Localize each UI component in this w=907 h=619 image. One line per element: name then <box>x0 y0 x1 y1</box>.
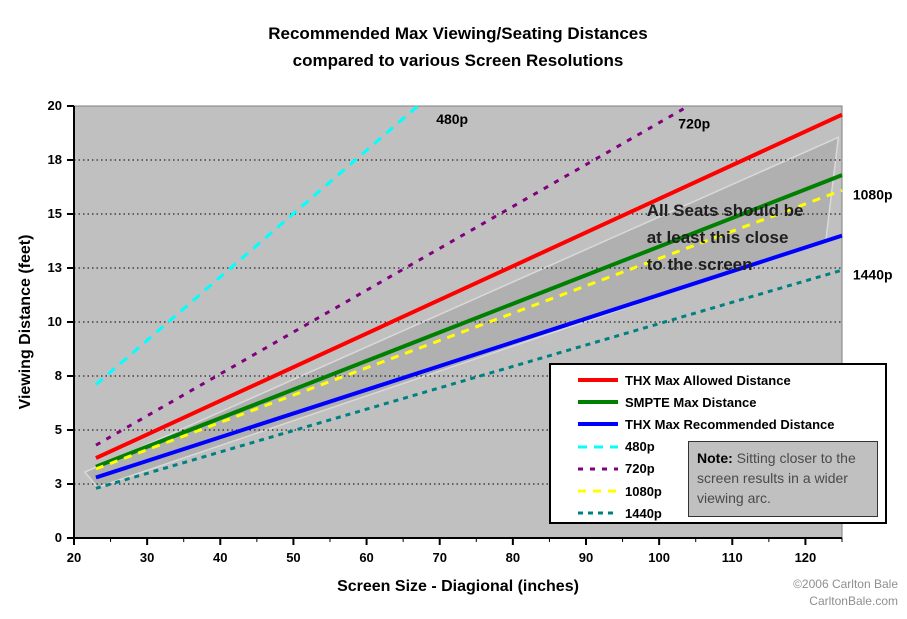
x-axis-tick-label: 90 <box>579 550 593 565</box>
legend-marker-480p <box>578 445 618 449</box>
legend-item-label: SMPTE Max Distance <box>625 394 757 410</box>
legend-marker-thx-max-allowed-distance <box>578 378 618 383</box>
annotation-line-2: at least this close <box>647 228 789 247</box>
x-axis-title: Screen Size - Diagional (inches) <box>337 578 579 595</box>
legend-marker-1440p <box>578 511 618 515</box>
legend-item-label: THX Max Allowed Distance <box>625 372 791 388</box>
y-axis-tick-label: 8 <box>55 368 62 383</box>
x-axis-tick-label: 40 <box>213 550 227 565</box>
inline-label-1440p: 1440p <box>853 266 893 282</box>
copyright-line1: ©2006 Carlton Bale <box>793 577 898 591</box>
legend-item-1080p: 1080p <box>551 480 885 502</box>
legend-item-smpte-max-distance: SMPTE Max Distance <box>551 391 885 413</box>
legend-item-1440p: 1440p <box>551 502 885 524</box>
y-axis-tick-label: 10 <box>48 314 62 329</box>
legend-marker-720p <box>578 467 618 471</box>
series-line-1080p <box>95 188 843 471</box>
x-axis-tick-label: 70 <box>432 550 446 565</box>
x-axis-tick-label: 60 <box>359 550 373 565</box>
legend-item-label: 480p <box>625 439 655 455</box>
x-axis-tick-label: 20 <box>67 550 81 565</box>
legend-marker-thx-max-recommended-distance <box>578 422 618 427</box>
copyright: ©2006 Carlton Bale CarltonBale.com <box>793 576 898 610</box>
note-text: Sitting closer to the screen results in … <box>697 450 856 506</box>
series-line-thx-max-recommended-distance <box>95 233 843 480</box>
y-axis-tick-label: 20 <box>48 98 62 113</box>
series-line-480p <box>94 104 419 386</box>
legend-item-label: THX Max Recommended Distance <box>625 416 835 432</box>
legend-item-480p: 480p <box>551 436 885 458</box>
x-axis-tick-label: 30 <box>140 550 154 565</box>
y-axis-tick-label: 0 <box>55 530 62 545</box>
legend-item-label: 720p <box>625 461 655 477</box>
legend-item-720p: 720p <box>551 458 885 480</box>
x-axis-tick-label: 110 <box>722 550 743 565</box>
legend-item-thx-max-recommended-distance: THX Max Recommended Distance <box>551 413 885 435</box>
x-axis-tick-label: 100 <box>648 550 670 565</box>
series-line-720p <box>95 104 690 447</box>
inline-label-1080p: 1080p <box>853 187 893 203</box>
y-axis-tick-label: 13 <box>48 260 62 275</box>
chart-title: Recommended Max Viewing/Seating Distance… <box>74 20 842 74</box>
legend-item-thx-max-allowed-distance: THX Max Allowed Distance <box>551 369 885 391</box>
note-prefix: Note: <box>697 450 733 466</box>
y-axis-tick-label: 5 <box>55 422 62 437</box>
y-axis-tick-label: 15 <box>48 206 62 221</box>
chart-title-line2: compared to various Screen Resolutions <box>292 51 624 70</box>
x-axis-tick-label: 80 <box>506 550 520 565</box>
annotation-line-1: All Seats should be <box>647 201 804 220</box>
inline-label-480p: 480p <box>436 111 468 127</box>
series-line-smpte-max-distance <box>95 173 843 469</box>
legend-marker-smpte-max-distance <box>578 400 618 405</box>
series-line-thx-max-allowed-distance <box>95 112 843 460</box>
inline-label-720p: 720p <box>678 115 710 131</box>
copyright-line2: CarltonBale.com <box>809 594 898 608</box>
legend-marker-1080p <box>578 489 618 493</box>
annotation-line-3: to the screen <box>647 255 753 274</box>
legend-item-label: 1440p <box>625 505 662 521</box>
chart-title-line1: Recommended Max Viewing/Seating Distance… <box>268 24 648 43</box>
y-axis-tick-label: 18 <box>48 152 62 167</box>
y-axis-tick-label: 3 <box>55 476 62 491</box>
legend-item-label: 1080p <box>625 483 662 499</box>
x-axis-tick-label: 50 <box>286 550 300 565</box>
x-axis-tick-label: 120 <box>795 550 817 565</box>
note-box: Note: Sitting closer to the screen resul… <box>688 441 878 517</box>
